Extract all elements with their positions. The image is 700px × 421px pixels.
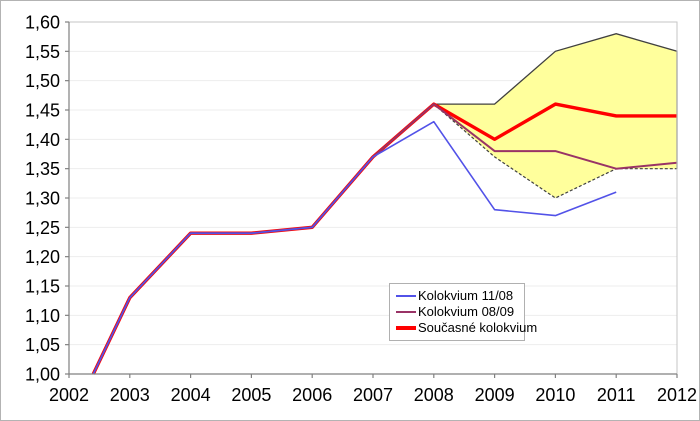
y-tick-label: 1,60 <box>25 13 60 33</box>
x-tick-label: 2005 <box>231 385 271 405</box>
x-tick-label: 2007 <box>353 385 393 405</box>
y-tick-label: 1,30 <box>25 189 60 209</box>
legend-item-soucasne-kolokvium: Současné kolokvium <box>396 320 537 336</box>
x-tick-label: 2008 <box>414 385 454 405</box>
legend: Kolokvium 11/08 Kolokvium 08/09 Současné… <box>389 283 537 341</box>
x-tick-label: 2002 <box>49 385 89 405</box>
legend-item-kolokvium-11-08: Kolokvium 11/08 <box>396 288 522 304</box>
legend-label: Kolokvium 11/08 <box>418 288 514 303</box>
y-tick-label: 1,35 <box>25 159 60 179</box>
legend-label: Současné kolokvium <box>418 320 538 335</box>
legend-item-kolokvium-08-09: Kolokvium 08/09 <box>396 304 522 320</box>
y-tick-label: 1,55 <box>25 42 60 62</box>
y-tick-label: 1,20 <box>25 247 60 267</box>
y-tick-label: 1,10 <box>25 306 60 326</box>
uncertainty-band <box>433 33 677 199</box>
y-tick-label: 1,45 <box>25 101 60 121</box>
x-tick-label: 2012 <box>657 385 697 405</box>
y-tick-label: 1,05 <box>25 335 60 355</box>
x-tick-label: 2009 <box>475 385 515 405</box>
y-tick-label: 1,00 <box>25 365 60 385</box>
y-tick-label: 1,25 <box>25 218 60 238</box>
series-line-kolokvium-11-08 <box>92 120 617 375</box>
x-tick-label: 2010 <box>535 385 575 405</box>
y-tick-label: 1,15 <box>25 277 60 297</box>
legend-line-swatch-blue <box>396 295 416 297</box>
x-tick-label: 2006 <box>292 385 332 405</box>
y-tick-label: 1,50 <box>25 71 60 91</box>
x-tick-label: 2003 <box>110 385 150 405</box>
legend-line-swatch-red <box>396 326 416 330</box>
y-tick-label: 1,40 <box>25 130 60 150</box>
x-tick-label: 2004 <box>171 385 211 405</box>
legend-label: Kolokvium 08/09 <box>418 304 515 319</box>
x-tick-label: 2011 <box>597 385 636 405</box>
legend-line-swatch-darkred <box>396 311 416 313</box>
band-lower-boundary <box>433 103 677 199</box>
